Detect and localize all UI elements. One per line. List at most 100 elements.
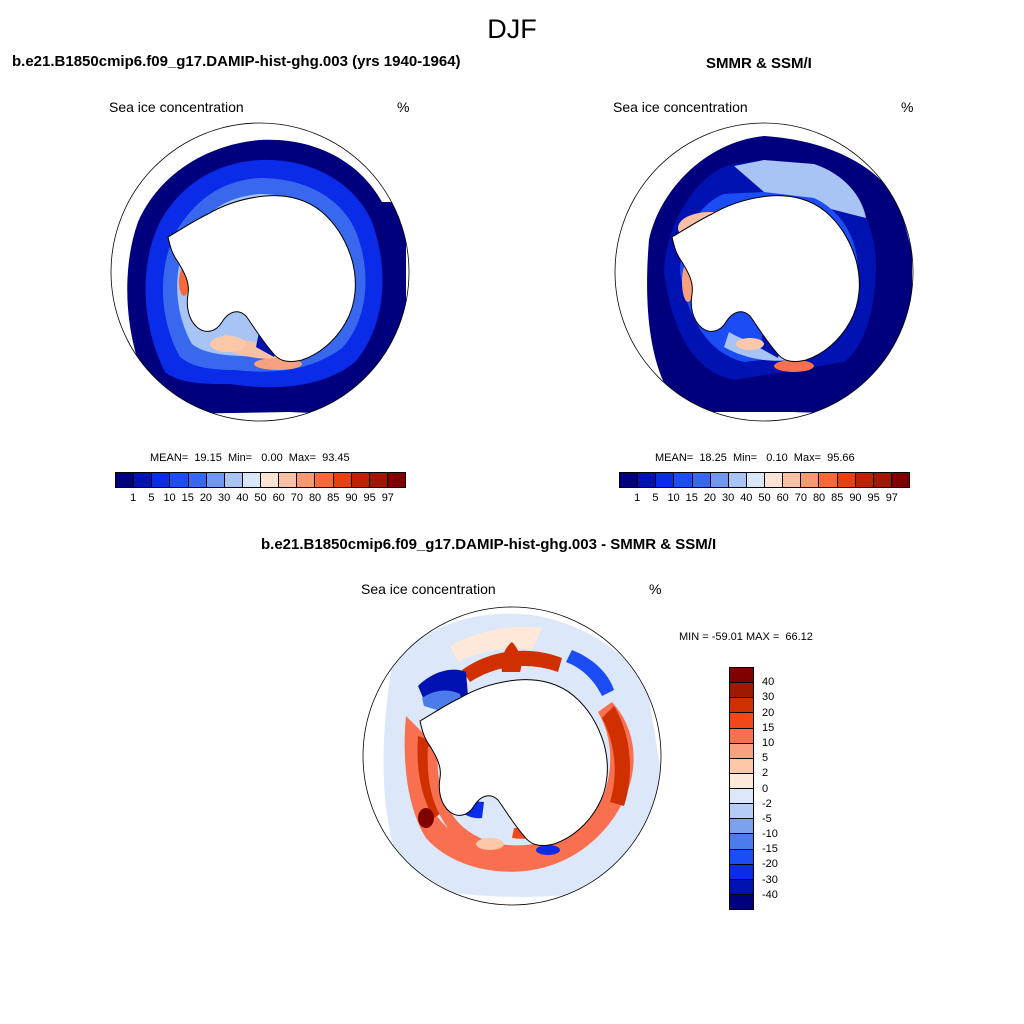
colorbar-tick-label: 95	[867, 492, 880, 504]
colorbar-tick-label: 15	[685, 492, 698, 504]
colorbar-swatch	[801, 473, 820, 487]
colorbar-model	[115, 472, 406, 488]
colorbar-swatch	[730, 879, 753, 895]
colorbar-swatch	[170, 473, 189, 487]
colorbar-swatch	[620, 473, 639, 487]
antarctica-outline-model	[167, 195, 356, 363]
colorbar-swatch	[333, 473, 352, 487]
colorbar-tick-label: 20	[703, 492, 717, 504]
colorbar-tick-label: -2	[762, 797, 772, 810]
colorbar-swatch	[730, 834, 753, 850]
colorbar-tick-label: 5	[652, 492, 659, 504]
colorbar-swatch	[387, 473, 405, 487]
antarctica-outline-diff	[419, 679, 608, 847]
colorbar-tick-label: 97	[885, 492, 898, 504]
colorbar-swatch	[351, 473, 370, 487]
colorbar-swatch	[783, 473, 802, 487]
colorbar-tick-label: 40	[762, 676, 775, 689]
colorbar-tick-label: 10	[762, 736, 775, 749]
colorbar-tick-label: 80	[812, 492, 826, 504]
colorbar-swatch	[730, 849, 753, 865]
colorbar-swatch	[746, 473, 765, 487]
colorbar-swatch	[730, 804, 753, 820]
colorbar-swatch	[134, 473, 153, 487]
colorbar-tick-label: -15	[762, 843, 778, 856]
colorbar-tick-label: 1	[634, 492, 641, 504]
colorbar-tick-label: 15	[762, 721, 775, 734]
panel-title-obs: SMMR & SSM/I	[706, 55, 812, 72]
colorbar-swatch	[188, 473, 207, 487]
colorbar-swatch	[710, 473, 729, 487]
colorbar-ticks-diff: 40 30 20 15 10 5 2 0 -2 -5 -10 -15 -20 -30 -40	[762, 667, 802, 910]
colorbar-swatch	[730, 728, 753, 744]
colorbar-swatch	[279, 473, 298, 487]
colorbar-swatch	[873, 473, 892, 487]
map-diff	[362, 606, 662, 906]
colorbar-tick-label: -30	[762, 873, 778, 886]
colorbar-swatch	[730, 698, 753, 714]
colorbar-ticks-obs: 1 5 10 15 20 30 40 50 60 70 80 85 90 95 97	[619, 492, 910, 506]
colorbar-swatch	[730, 713, 753, 729]
colorbar-swatch	[692, 473, 711, 487]
colorbar-tick-label: 70	[794, 492, 807, 504]
variable-label-model: Sea ice concentration	[109, 99, 244, 115]
units-label-obs: %	[901, 99, 914, 115]
colorbar-tick-label: 60	[776, 492, 789, 504]
stats-diff: MIN = -59.01 MAX = 66.12	[679, 631, 813, 643]
panel-title-model: b.e21.B1850cmip6.f09_g17.DAMIP-hist-ghg.…	[12, 53, 461, 70]
colorbar-tick-label: 40	[740, 492, 753, 504]
colorbar-swatch	[206, 473, 225, 487]
colorbar-swatch	[730, 683, 753, 699]
colorbar-swatch	[728, 473, 747, 487]
colorbar-swatch	[837, 473, 856, 487]
stats-obs: MEAN= 18.25 Min= 0.10 Max= 95.66	[655, 452, 855, 464]
colorbar-swatch	[297, 473, 316, 487]
colorbar-ticks-model: 1 5 10 15 20 30 40 50 60 70 80 85 90 95 97	[115, 492, 406, 506]
colorbar-tick-label: 20	[199, 492, 213, 504]
colorbar-swatch	[765, 473, 784, 487]
colorbar-tick-label: 10	[163, 492, 176, 504]
colorbar-tick-label: 30	[762, 691, 775, 704]
colorbar-swatch	[656, 473, 675, 487]
colorbar-swatch	[730, 668, 753, 684]
colorbar-tick-label: 50	[254, 492, 267, 504]
colorbar-swatch	[242, 473, 261, 487]
colorbar-swatch	[369, 473, 388, 487]
colorbar-tick-label: -20	[762, 858, 778, 871]
colorbar-swatch	[674, 473, 693, 487]
colorbar-swatch	[855, 473, 874, 487]
colorbar-swatch	[116, 473, 135, 487]
map-obs	[614, 122, 914, 422]
colorbar-tick-label: 15	[181, 492, 194, 504]
colorbar-obs	[619, 472, 910, 488]
colorbar-tick-label: 85	[831, 492, 844, 504]
colorbar-tick-label: 70	[290, 492, 303, 504]
colorbar-tick-label: 30	[722, 492, 735, 504]
map-model	[110, 122, 410, 422]
colorbar-tick-label: 5	[762, 752, 769, 765]
colorbar-swatch	[730, 864, 753, 880]
colorbar-swatch	[730, 819, 753, 835]
colorbar-tick-label: 50	[758, 492, 771, 504]
panel-title-diff: b.e21.B1850cmip6.f09_g17.DAMIP-hist-ghg.…	[261, 536, 717, 553]
colorbar-swatch	[730, 773, 753, 789]
colorbar-tick-label: 2	[762, 767, 769, 780]
season-title: DJF	[487, 14, 537, 44]
colorbar-tick-label: 30	[218, 492, 231, 504]
colorbar-tick-label: -40	[762, 888, 778, 901]
colorbar-tick-label: 20	[762, 706, 775, 719]
colorbar-diff	[729, 667, 754, 910]
colorbar-swatch	[638, 473, 657, 487]
colorbar-tick-label: 1	[130, 492, 137, 504]
colorbar-tick-label: -10	[762, 828, 778, 841]
colorbar-swatch	[315, 473, 334, 487]
colorbar-tick-label: 10	[667, 492, 680, 504]
colorbar-tick-label: 5	[148, 492, 155, 504]
colorbar-swatch	[730, 743, 753, 759]
antarctica-outline-obs	[671, 195, 860, 363]
colorbar-tick-label: -5	[762, 812, 772, 825]
colorbar-swatch	[224, 473, 243, 487]
colorbar-swatch	[730, 789, 753, 805]
colorbar-tick-label: 60	[272, 492, 285, 504]
stats-model: MEAN= 19.15 Min= 0.00 Max= 93.45	[150, 452, 350, 464]
